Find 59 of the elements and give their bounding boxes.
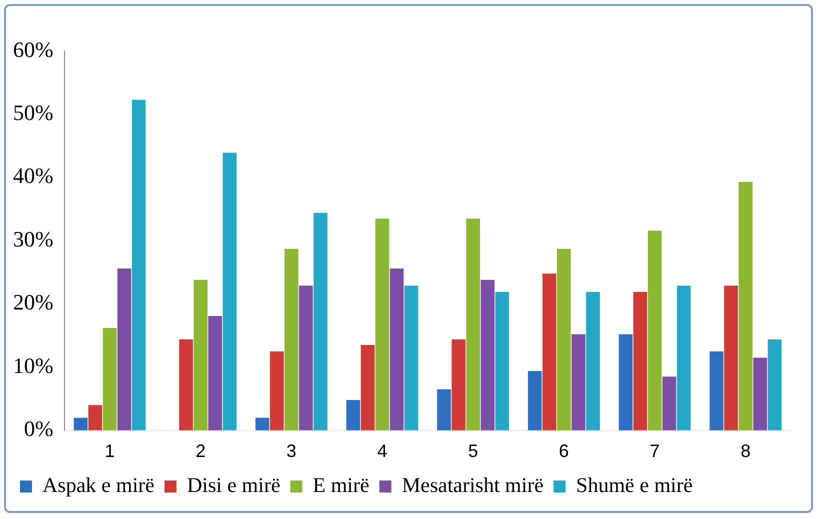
y-tick-label: 10%: [13, 352, 54, 378]
bar: [738, 182, 752, 430]
bar: [208, 316, 222, 430]
bar: [88, 405, 102, 430]
bar: [390, 268, 404, 430]
y-tick-label: 40%: [13, 163, 54, 188]
bar: [633, 292, 648, 430]
bar: [194, 280, 208, 430]
legend-label: Aspak e mirë: [42, 473, 154, 498]
y-tick-label: 60%: [13, 36, 54, 62]
bar: [572, 334, 586, 430]
bar: [710, 351, 724, 430]
bar: [437, 389, 451, 430]
bar: [586, 292, 600, 430]
bar: [466, 218, 480, 430]
bar: [346, 400, 360, 430]
bar: [662, 376, 676, 430]
bar: [222, 152, 237, 430]
bar: [375, 218, 390, 430]
y-tick-label: 0%: [24, 416, 54, 442]
bar: [753, 358, 768, 430]
legend-label: Disi e mirë: [186, 473, 280, 498]
bar: [102, 328, 117, 430]
bar: [676, 286, 691, 430]
bar: [117, 268, 132, 430]
bar: [255, 418, 270, 430]
x-tick-label: 2: [196, 441, 206, 462]
x-tick-label: 5: [468, 441, 478, 462]
bar: [542, 274, 556, 430]
bar: [179, 339, 193, 430]
bar: [557, 248, 571, 430]
bar: [299, 286, 313, 430]
bar: [132, 100, 146, 430]
bar: [74, 418, 88, 430]
x-tick-label: 3: [286, 441, 296, 462]
bar: [724, 286, 738, 430]
x-tick-label: 4: [377, 441, 388, 462]
bar: [768, 339, 782, 430]
x-tick-label: 1: [104, 441, 115, 462]
legend-label: Shumë e mirë: [576, 473, 693, 498]
bar: [452, 339, 466, 430]
x-tick-label: 6: [558, 441, 569, 462]
bar: [528, 370, 542, 430]
x-tick-label: 8: [740, 441, 751, 462]
legend-label: Mesatarisht mirë: [402, 473, 544, 498]
bar: [314, 212, 328, 430]
y-tick-label: 50%: [13, 100, 54, 126]
bar: [270, 351, 284, 430]
x-tick-label: 7: [650, 441, 660, 462]
bar: [360, 345, 375, 430]
y-tick-label: 20%: [13, 290, 54, 315]
bar: [480, 280, 495, 430]
bar: [648, 230, 662, 430]
bar: [404, 286, 418, 430]
y-tick-label: 30%: [13, 226, 54, 252]
bar: [284, 248, 298, 430]
bar: [618, 334, 633, 430]
legend-label: E mirë: [312, 473, 370, 498]
bar: [495, 292, 510, 430]
